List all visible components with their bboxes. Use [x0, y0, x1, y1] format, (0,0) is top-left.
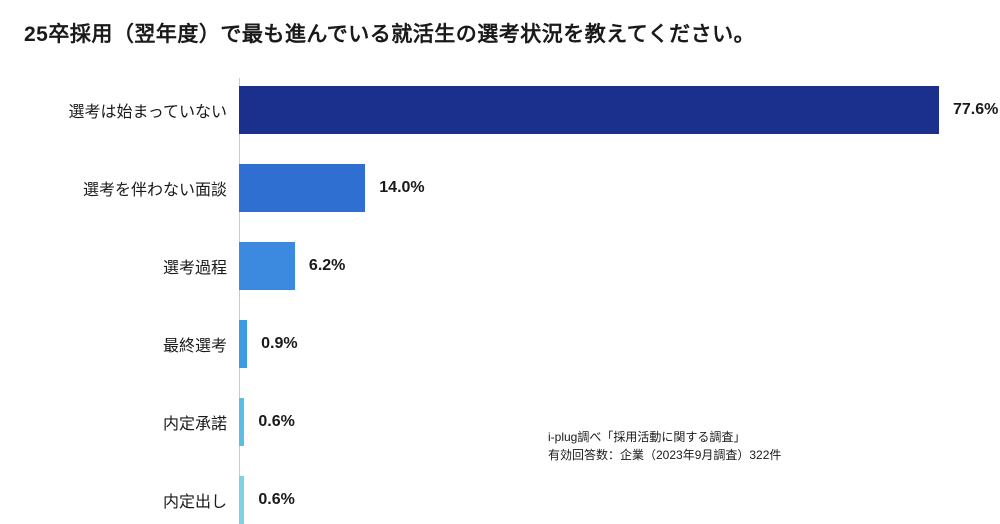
bar [239, 242, 295, 290]
bar-area: 77.6% [239, 86, 998, 134]
bar [239, 476, 244, 524]
bar-chart: 選考は始まっていない 77.6% 選考を伴わない面談 14.0% 選考過程 6.… [24, 86, 976, 524]
chart-title: 25卒採用（翌年度）で最も進んでいる就活生の選考状況を教えてください。 [24, 18, 976, 48]
bar-row: 選考過程 6.2% [24, 242, 976, 290]
value-label: 14.0% [379, 179, 424, 197]
category-label: 最終選考 [24, 332, 239, 356]
bar-row: 選考は始まっていない 77.6% [24, 86, 976, 134]
bar [239, 86, 939, 134]
value-label: 0.9% [261, 335, 297, 353]
bar [239, 320, 247, 368]
value-label: 0.6% [258, 491, 294, 509]
value-label: 6.2% [309, 257, 345, 275]
bar-row: 内定承諾 0.6% [24, 398, 976, 446]
bar-row: 内定出し 0.6% [24, 476, 976, 524]
y-axis-line [239, 78, 240, 514]
bar-row: 最終選考 0.9% [24, 320, 976, 368]
value-label: 0.6% [258, 413, 294, 431]
source-line-1: i-plug調べ「採用活動に関する調査」 [548, 428, 781, 446]
source-note: i-plug調べ「採用活動に関する調査」 有効回答数：企業（2023年9月調査）… [548, 428, 781, 464]
bar-area: 6.2% [239, 242, 976, 290]
bar [239, 164, 365, 212]
source-line-2: 有効回答数：企業（2023年9月調査）322件 [548, 446, 781, 464]
category-label: 内定出し [24, 488, 239, 512]
bar-area: 14.0% [239, 164, 976, 212]
bar-area: 0.6% [239, 476, 976, 524]
category-label: 選考過程 [24, 254, 239, 278]
bar-row: 選考を伴わない面談 14.0% [24, 164, 976, 212]
bar [239, 398, 244, 446]
bar-area: 0.9% [239, 320, 976, 368]
value-label: 77.6% [953, 101, 998, 119]
category-label: 選考は始まっていない [24, 98, 239, 122]
category-label: 内定承諾 [24, 410, 239, 434]
category-label: 選考を伴わない面談 [24, 176, 239, 200]
